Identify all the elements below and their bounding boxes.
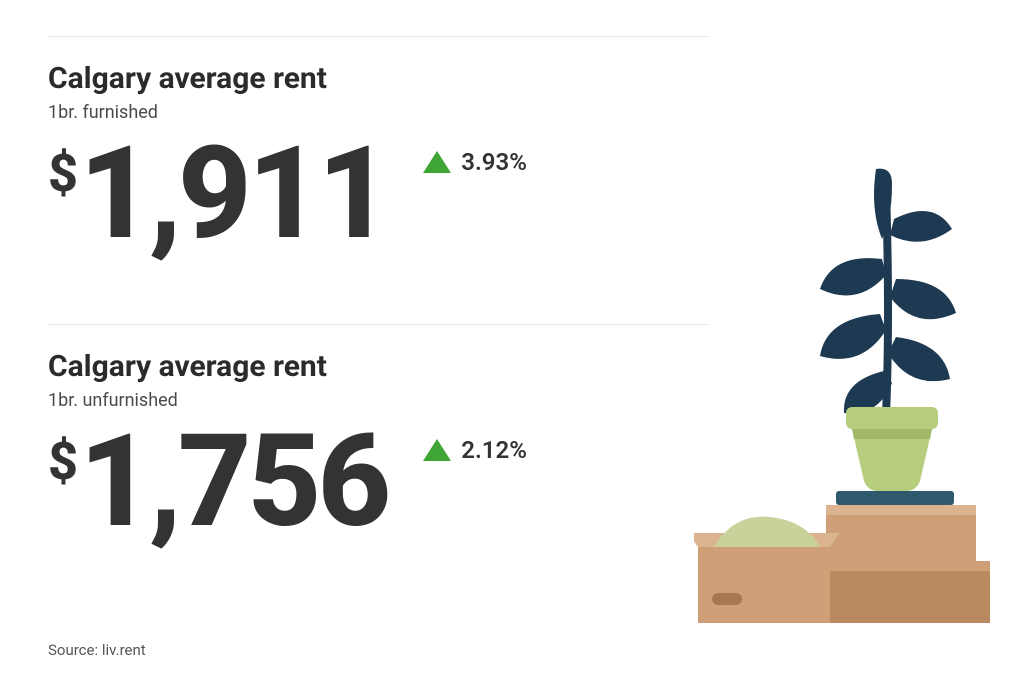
price: $ 1,756 <box>48 425 387 540</box>
up-triangle-icon <box>423 439 451 461</box>
delta: 3.93% <box>423 148 527 176</box>
currency-symbol: $ <box>48 151 77 198</box>
plant-pot-icon <box>846 407 938 491</box>
price-amount: 1,911 <box>79 137 387 252</box>
card-title: Calgary average rent <box>48 61 708 96</box>
value-row: $ 1,911 3.93% <box>48 137 708 252</box>
rent-card-furnished: Calgary average rent 1br. furnished $ 1,… <box>48 36 708 280</box>
delta: 2.12% <box>423 436 527 464</box>
up-triangle-icon <box>423 151 451 173</box>
book-icon <box>836 491 954 505</box>
plant-leaves-icon <box>820 169 956 415</box>
delta-percent: 2.12% <box>461 436 527 464</box>
box-stack-icon <box>814 505 990 623</box>
open-box-icon <box>694 517 840 623</box>
price: $ 1,911 <box>48 137 387 252</box>
delta-percent: 3.93% <box>461 148 527 176</box>
pillow-icon <box>714 517 820 547</box>
source-attribution: Source: liv.rent <box>48 641 146 659</box>
card-title: Calgary average rent <box>48 349 708 384</box>
currency-symbol: $ <box>48 439 77 486</box>
value-row: $ 1,756 2.12% <box>48 425 708 540</box>
price-amount: 1,756 <box>79 425 387 540</box>
moving-boxes-plant-illustration <box>694 149 994 629</box>
rent-card-unfurnished: Calgary average rent 1br. unfurnished $ … <box>48 324 708 568</box>
